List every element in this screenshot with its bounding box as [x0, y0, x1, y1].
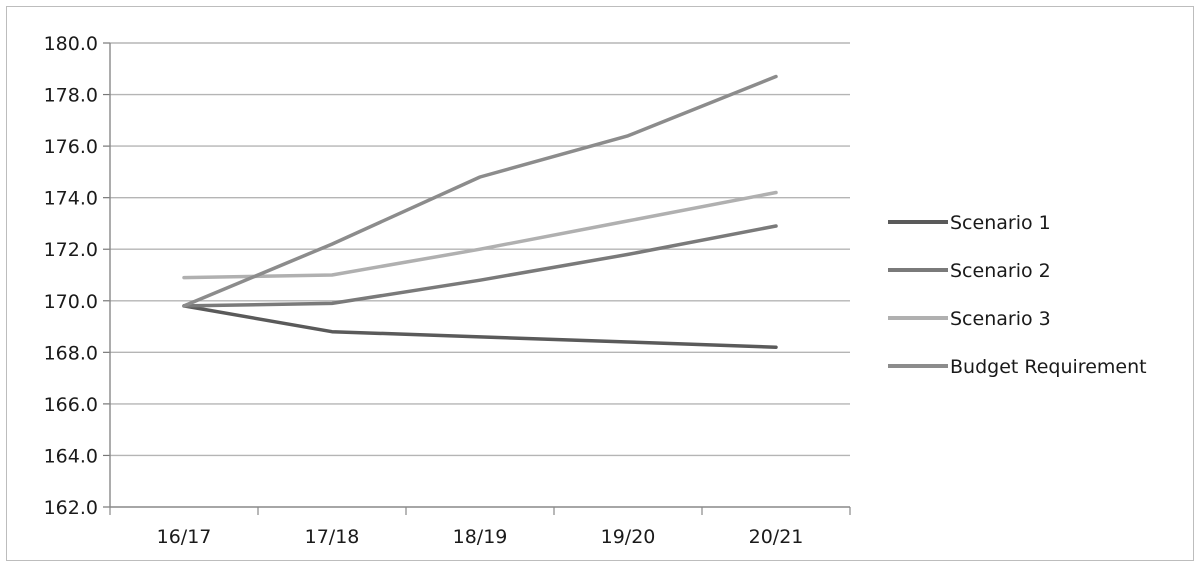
x-tick-label: 19/20 — [601, 526, 656, 548]
x-tick-label: 17/18 — [305, 526, 360, 548]
y-tick-label: 172.0 — [44, 239, 98, 261]
y-tick-labels: 162.0 164.0 166.0 168.0 170.0 172.0 174.0 176.0… — [44, 33, 98, 519]
y-tick-label: 180.0 — [44, 33, 98, 55]
series-line-2 — [182, 224, 778, 308]
y-tick-label: 164.0 — [44, 445, 98, 467]
chart-frame — [6, 6, 1194, 561]
legend-label: Scenario 2 — [950, 260, 1051, 282]
y-tick-label: 162.0 — [44, 497, 98, 519]
y-tick-label: 168.0 — [44, 342, 98, 364]
series-line-4 — [182, 74, 778, 308]
gridlines — [110, 42, 850, 457]
series-lines — [182, 74, 778, 349]
x-tick-labels: 16/17 17/18 18/19 19/20 20/21 — [157, 526, 804, 548]
x-tick-label: 16/17 — [157, 526, 212, 548]
x-tick-label: 20/21 — [749, 526, 804, 548]
y-tick-label: 170.0 — [44, 291, 98, 313]
axes — [103, 42, 851, 515]
legend-label: Budget Requirement — [950, 356, 1147, 378]
series-line-1 — [182, 304, 778, 349]
x-tick-label: 18/19 — [453, 526, 508, 548]
legend: Scenario 1 Scenario 2 Scenario 3 Budget Req… — [888, 212, 1147, 378]
series-line-3 — [182, 190, 778, 280]
y-tick-label: 174.0 — [44, 188, 98, 210]
y-tick-label: 178.0 — [44, 85, 98, 107]
y-tick-label: 176.0 — [44, 136, 98, 158]
legend-label: Scenario 3 — [950, 308, 1051, 330]
y-tick-label: 166.0 — [44, 394, 98, 416]
legend-label: Scenario 1 — [950, 212, 1051, 234]
